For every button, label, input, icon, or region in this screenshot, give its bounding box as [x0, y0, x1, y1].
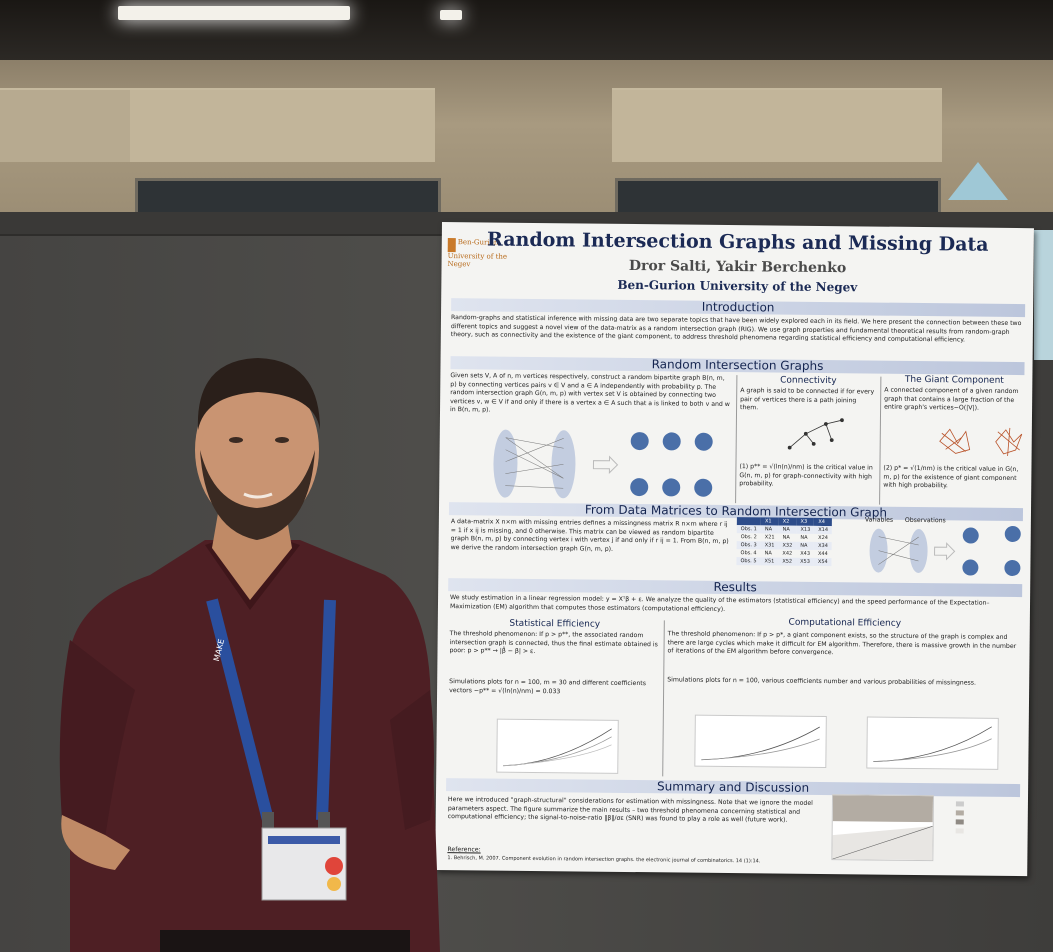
- summary-diagram: [831, 794, 935, 862]
- computational-simulation-plot-2: [866, 716, 999, 770]
- plot-curves: [503, 728, 612, 767]
- wall-beam: [612, 88, 942, 162]
- bipartite-graph-figure: [493, 429, 713, 499]
- wall-beam: [130, 88, 435, 162]
- neighbor-poster-edge: [1034, 230, 1053, 360]
- blue-triangle-sign: [948, 162, 1008, 200]
- giant-component-figure: [939, 427, 1023, 456]
- ceiling-light: [118, 6, 350, 20]
- matrix-to-graph-figure: [869, 525, 1021, 576]
- summary-regions: [832, 795, 934, 861]
- ceiling-light-small: [440, 10, 462, 20]
- poster: Ben-Gurion University of the Negev Rando…: [435, 222, 1034, 877]
- plot-curves: [701, 726, 820, 761]
- wall-beam: [0, 88, 130, 162]
- statistical-simulation-plot: [496, 718, 619, 774]
- computational-simulation-plot-1: [694, 714, 827, 769]
- connected-graph-figure: [787, 418, 844, 450]
- plot-curves: [873, 726, 992, 762]
